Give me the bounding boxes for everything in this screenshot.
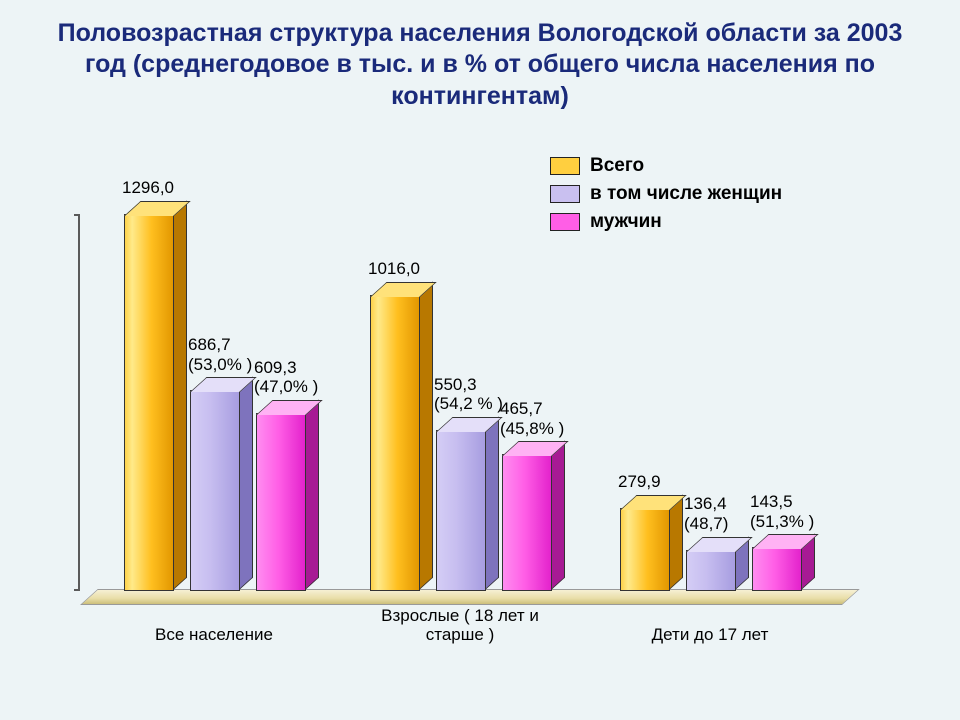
- legend-swatch-total: [550, 157, 580, 175]
- y-axis: [78, 216, 80, 591]
- chart-title: Половозрастная структура населения Волог…: [40, 18, 920, 112]
- legend-label-men: мужчин: [590, 211, 662, 233]
- value-label-total-g2: 279,9: [618, 472, 661, 492]
- legend-label-total: Всего: [590, 155, 644, 177]
- value-label-total-g1: 1016,0: [368, 259, 420, 279]
- legend-item-men: мужчин: [550, 211, 782, 233]
- legend-item-total: Всего: [550, 155, 782, 177]
- chart-stage: Всегов том числе женщинмужчин 1296,0686,…: [80, 165, 880, 645]
- chart-floor: [80, 589, 860, 605]
- value-label-women-g0: 686,7 (53,0% ): [188, 335, 252, 374]
- value-label-men-g0: 609,3 (47,0% ): [254, 358, 318, 397]
- value-label-women-g1: 550,3 (54,2 % ): [434, 375, 503, 414]
- category-label-1: Взрослые ( 18 лет и старше ): [350, 606, 570, 645]
- legend-label-women: в том числе женщин: [590, 183, 782, 205]
- value-label-men-g1: 465,7 (45,8% ): [500, 399, 564, 438]
- legend-swatch-women: [550, 185, 580, 203]
- value-label-total-g0: 1296,0: [122, 178, 174, 198]
- category-label-0: Все население: [104, 625, 324, 645]
- legend-item-women: в том числе женщин: [550, 183, 782, 205]
- category-label-2: Дети до 17 лет: [600, 625, 820, 645]
- legend: Всего в том числе женщин мужчин: [550, 155, 782, 239]
- value-label-men-g2: 143,5 (51,3% ): [750, 492, 814, 531]
- legend-swatch-men: [550, 213, 580, 231]
- value-label-women-g2: 136,4 (48,7): [684, 494, 728, 533]
